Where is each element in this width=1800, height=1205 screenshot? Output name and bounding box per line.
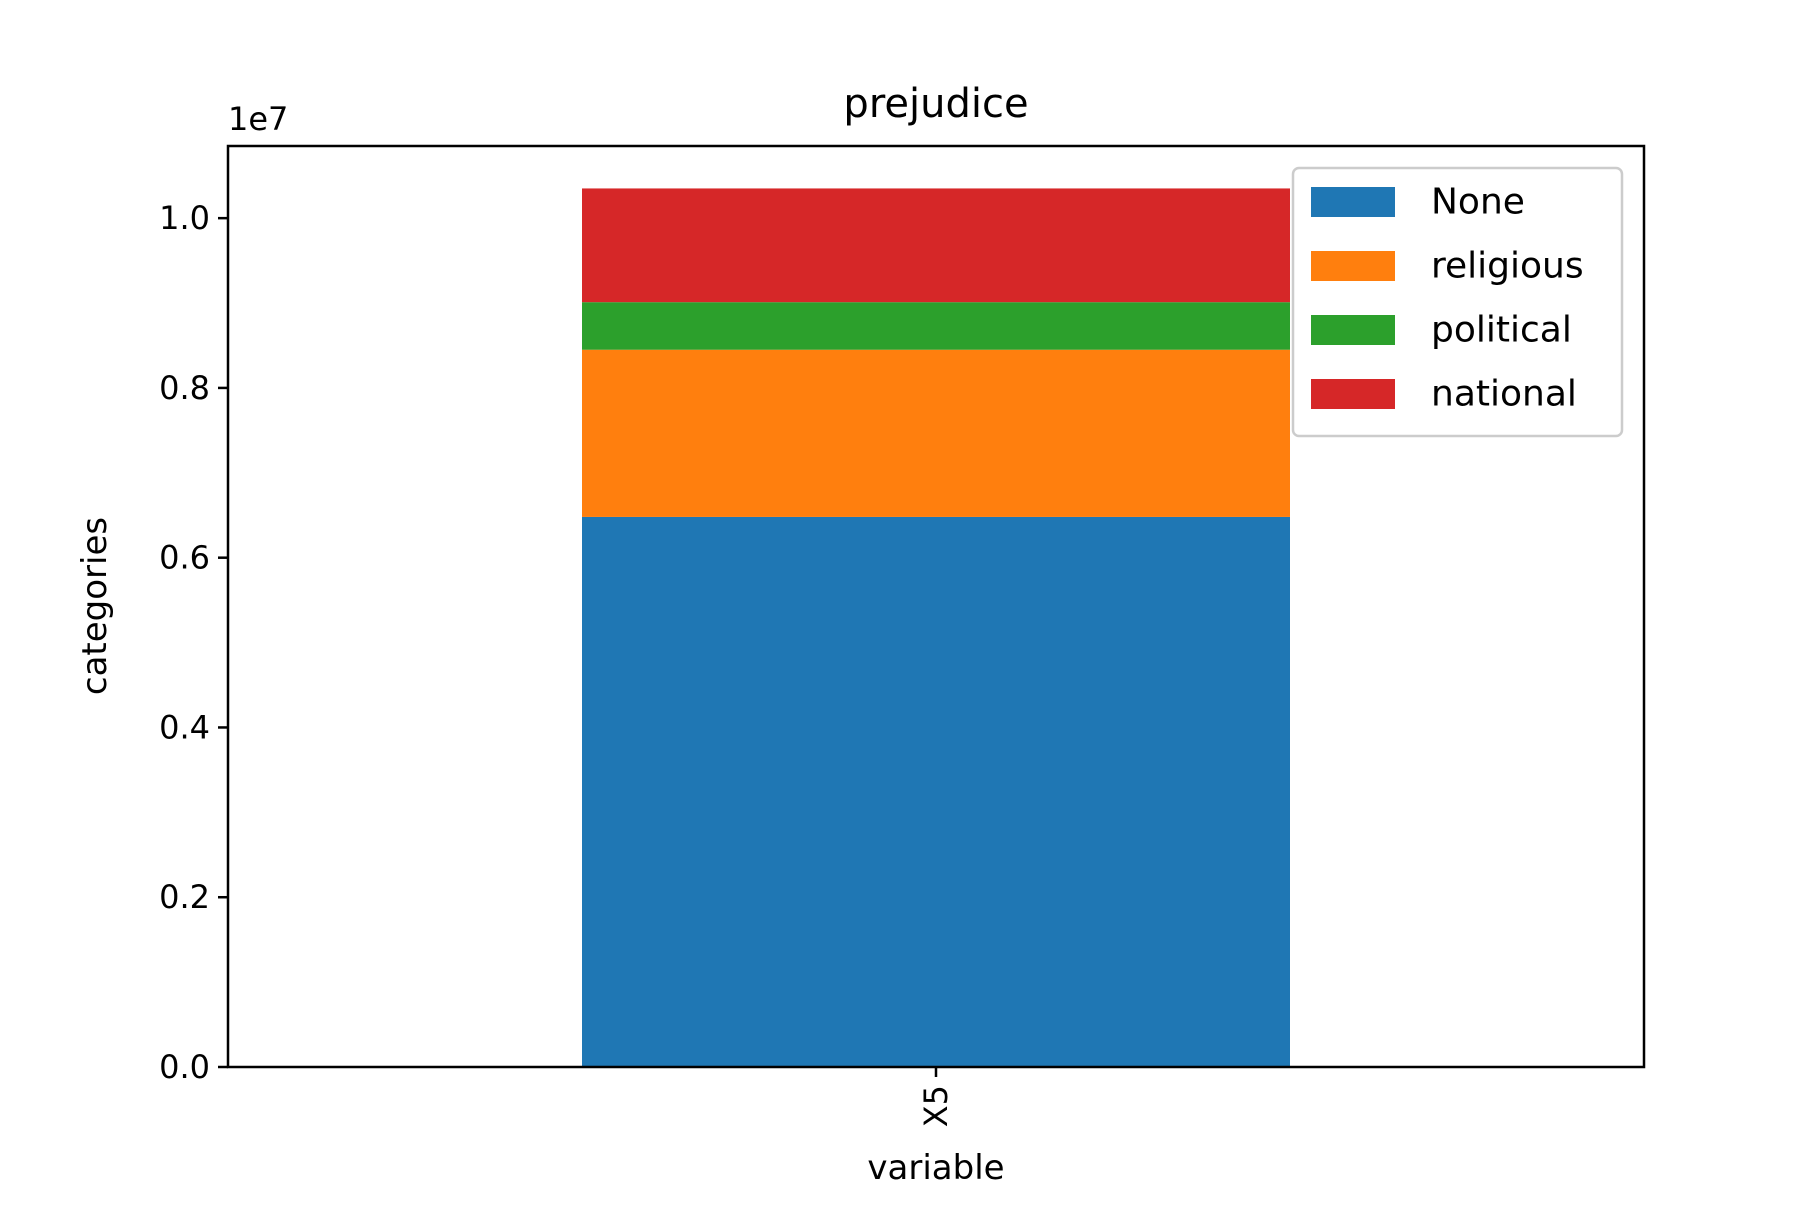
y-axis-label: categories (75, 517, 115, 695)
y-tick-label: 0.8 (159, 369, 210, 407)
legend-swatch-national (1311, 379, 1395, 409)
x-axis-label: variable (867, 1148, 1004, 1188)
legend-swatch-religious (1311, 251, 1395, 281)
bar-segment-political (582, 302, 1290, 350)
y-offset-label: 1e7 (228, 100, 288, 138)
legend-label-none: None (1431, 182, 1525, 223)
bar-segment-religious (582, 349, 1290, 517)
legend: None religious political national (1291, 166, 1624, 438)
y-tick-label: 0.6 (159, 539, 210, 577)
y-tick-label: 0.4 (159, 708, 210, 746)
y-tick-label: 1.0 (159, 199, 210, 237)
y-tick-label: 0.0 (159, 1048, 210, 1086)
x-tick-label: X5 (917, 1085, 955, 1127)
y-tick-label: 0.2 (159, 878, 210, 916)
legend-label-national: national (1431, 374, 1577, 415)
legend-swatch-none (1311, 187, 1395, 217)
chart-title: prejudice (843, 81, 1028, 127)
legend-frame (1291, 166, 1624, 438)
legend-swatch-political (1311, 315, 1395, 345)
bar-segment-none (582, 516, 1290, 1067)
legend-label-religious: religious (1431, 246, 1584, 287)
bar-segment-national (582, 188, 1290, 303)
legend-label-political: political (1431, 310, 1572, 351)
